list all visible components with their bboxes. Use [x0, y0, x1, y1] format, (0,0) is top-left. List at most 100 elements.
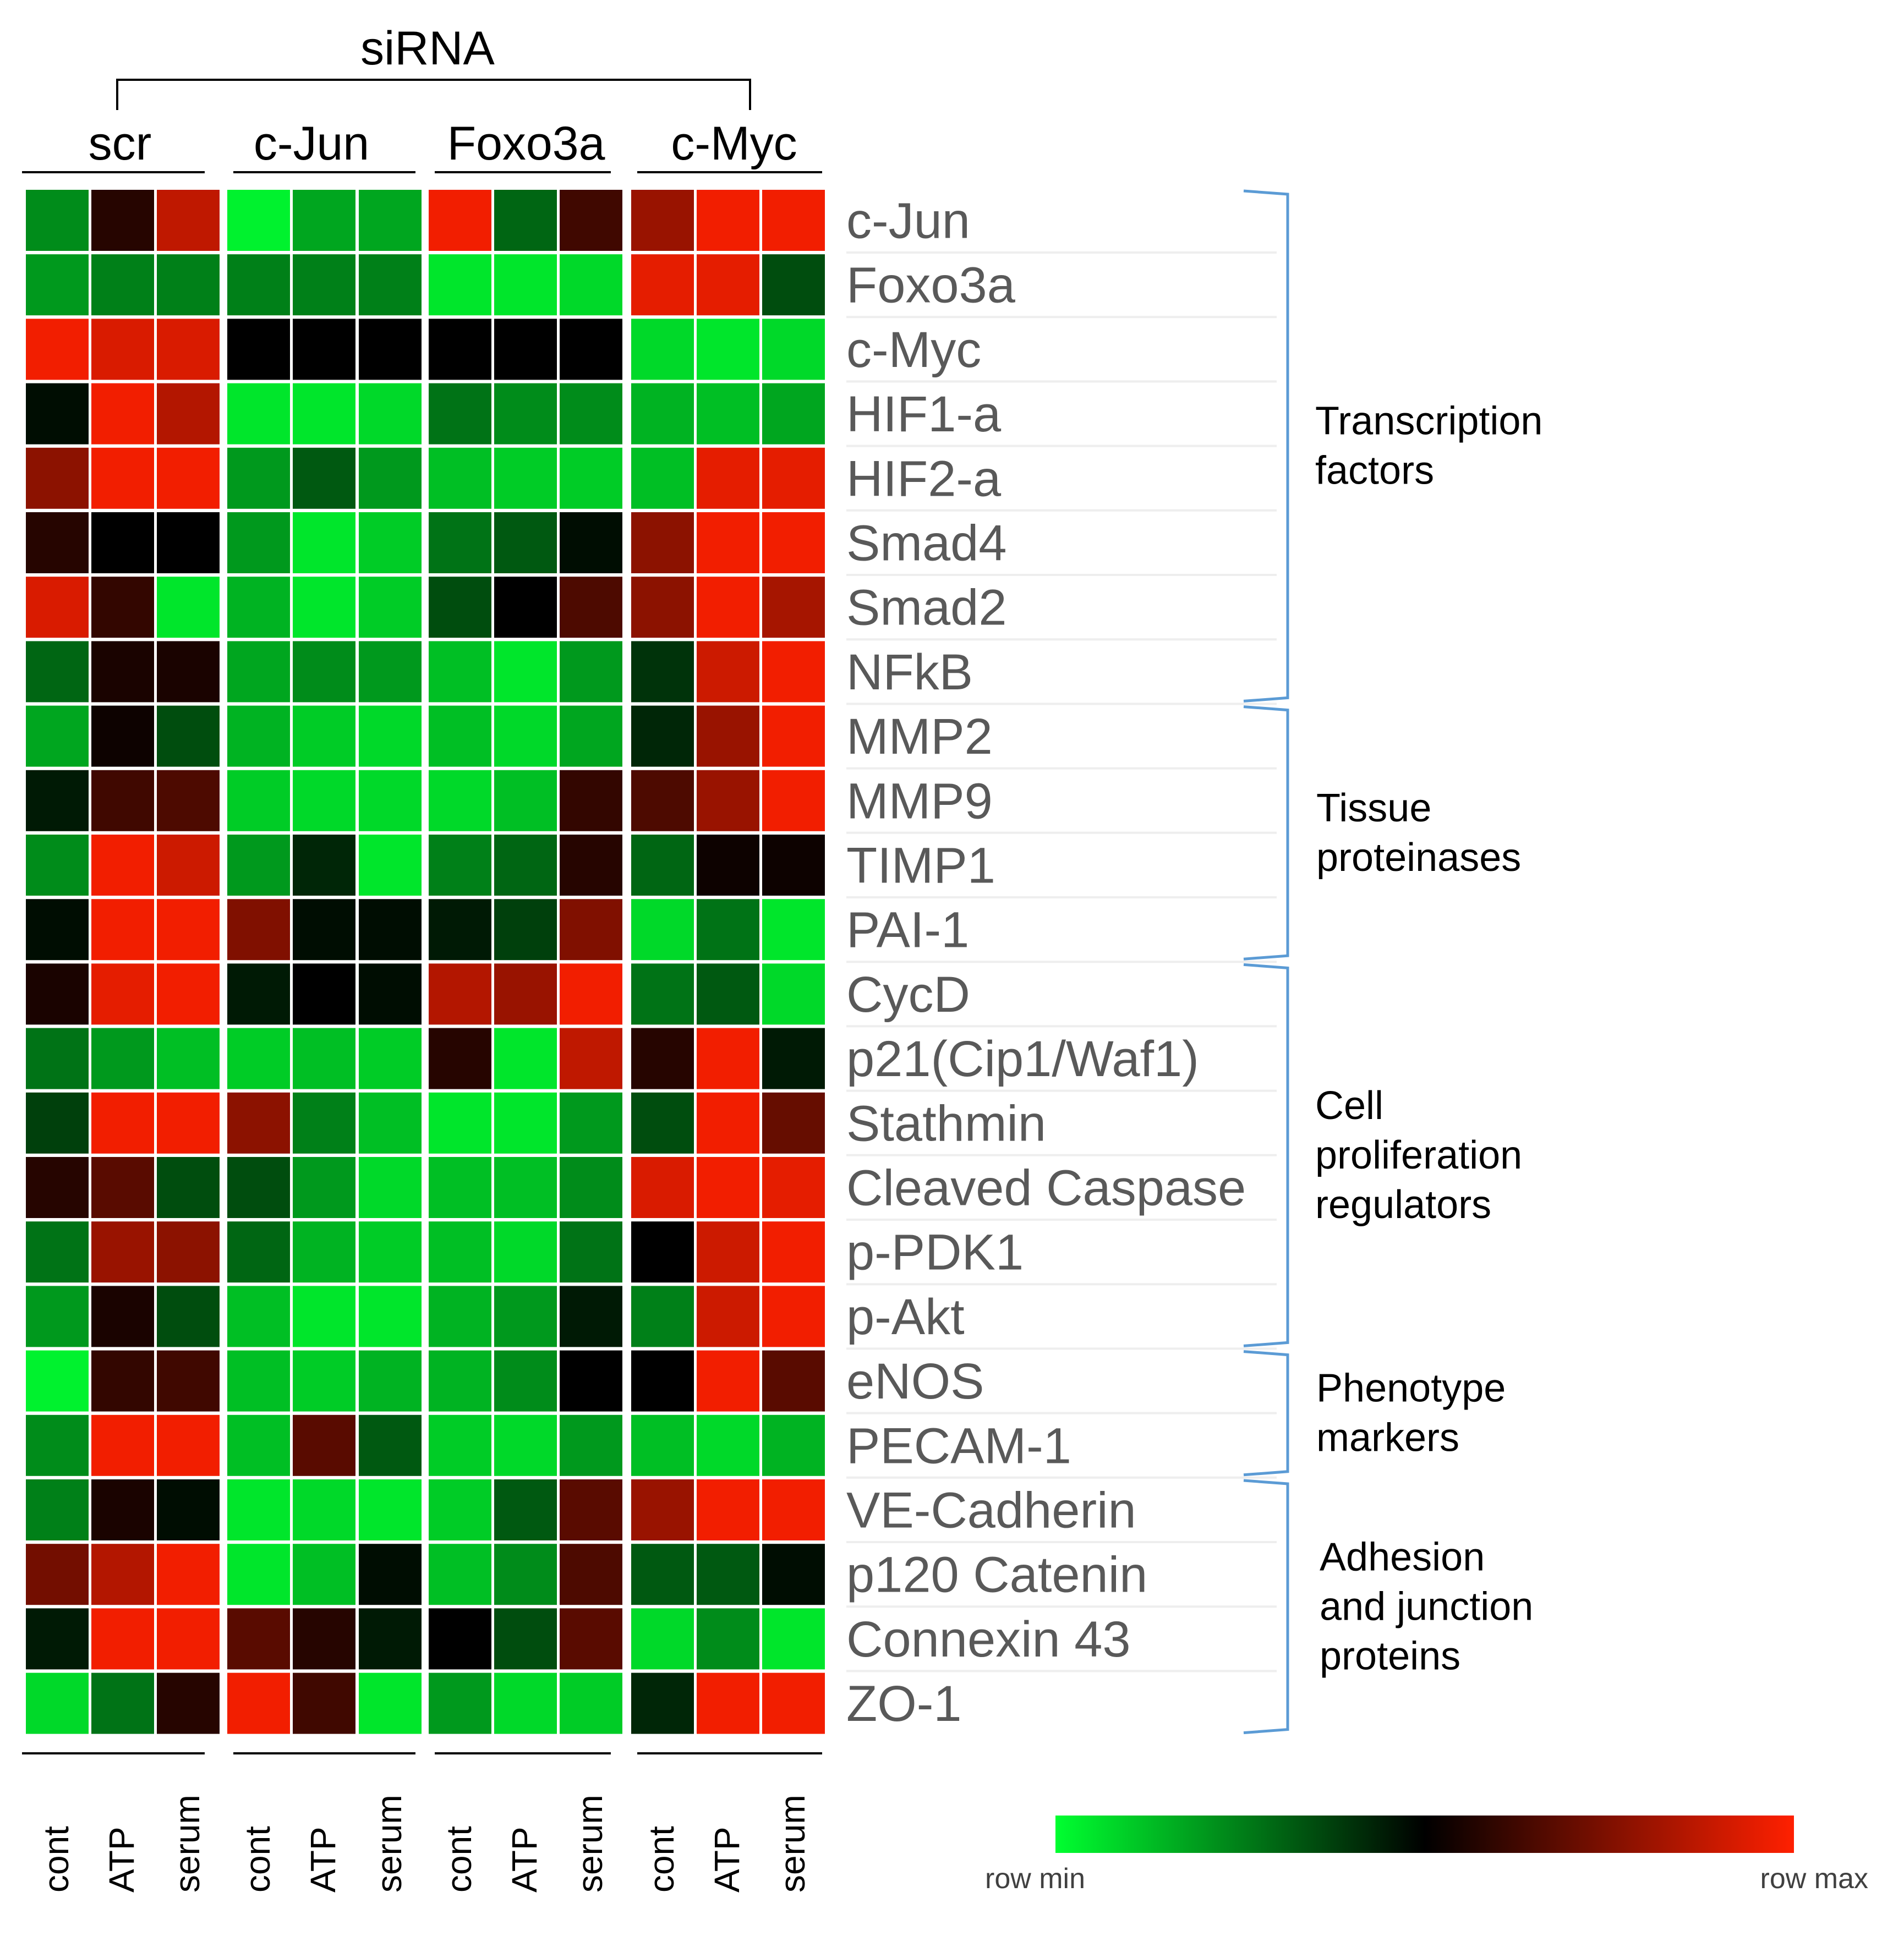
heatmap-cell-23-8: [560, 1672, 622, 1734]
column-label-9: cont: [642, 1826, 681, 1893]
heatmap-cell-8-0: [26, 705, 89, 767]
heatmap-cell-18-5: [359, 1350, 422, 1412]
heatmap-cell-17-1: [91, 1286, 154, 1347]
heatmap-cell-5-7: [494, 512, 557, 573]
heatmap-cell-7-3: [227, 641, 290, 703]
color-scale-max-label: row max: [1760, 1863, 1868, 1895]
heatmap-cell-10-5: [359, 835, 422, 896]
heatmap-cell-17-11: [762, 1286, 825, 1347]
category-label-1-0: Tissue: [1316, 786, 1431, 830]
heatmap-cell-13-7: [494, 1028, 557, 1089]
heatmap-cell-23-10: [697, 1672, 759, 1734]
heatmap-cell-4-7: [494, 447, 557, 509]
heatmap-cell-14-6: [429, 1092, 491, 1154]
heatmap-cell-14-4: [293, 1092, 355, 1154]
heatmap-cell-5-5: [359, 512, 422, 573]
heatmap-cell-11-8: [560, 899, 622, 961]
heatmap-cell-15-6: [429, 1157, 491, 1218]
heatmap-cell-14-0: [26, 1092, 89, 1154]
row-label-0: c-Jun: [846, 193, 970, 249]
heatmap-cell-17-4: [293, 1286, 355, 1347]
heatmap-cell-3-4: [293, 383, 355, 445]
category-bracket-4: [1243, 1479, 1289, 1735]
category-bracket-1: [1243, 705, 1289, 961]
group-label-3: c-Myc: [671, 117, 797, 170]
heatmap-cell-21-0: [26, 1544, 89, 1605]
heatmap-cell-21-1: [91, 1544, 154, 1605]
row-label-5: Smad4: [846, 515, 1007, 572]
heatmap-cell-9-2: [157, 770, 220, 831]
heatmap-cell-11-3: [227, 899, 290, 961]
heatmap-cell-22-4: [293, 1608, 355, 1670]
heatmap-cell-9-10: [697, 770, 759, 831]
heatmap-cell-3-2: [157, 383, 220, 445]
group-labels: scr c-Jun Foxo3a c-Myc: [22, 117, 822, 173]
row-label-8: MMP2: [846, 709, 993, 765]
heatmap-cell-7-2: [157, 641, 220, 703]
heatmap-cell-22-1: [91, 1608, 154, 1670]
heatmap-cell-3-9: [631, 383, 694, 445]
heatmap-cell-1-7: [494, 254, 557, 316]
heatmap-cell-1-11: [762, 254, 825, 316]
heatmap-cell-13-6: [429, 1028, 491, 1089]
heatmap-cell-19-3: [227, 1414, 290, 1476]
heatmap-cell-9-8: [560, 770, 622, 831]
heatmap-cell-10-0: [26, 835, 89, 896]
category-label-4-1: and junction: [1320, 1584, 1533, 1628]
column-label-2: serum: [167, 1795, 207, 1893]
heatmap-cell-17-2: [157, 1286, 220, 1347]
heatmap-cell-9-0: [26, 770, 89, 831]
heatmap-cell-16-5: [359, 1221, 422, 1283]
heatmap-cell-7-6: [429, 641, 491, 703]
heatmap-cell-2-7: [494, 319, 557, 380]
heatmap-cell-15-11: [762, 1157, 825, 1218]
heatmap-cell-13-9: [631, 1028, 694, 1089]
column-label-8: serum: [570, 1795, 610, 1893]
heatmap-cell-22-2: [157, 1608, 220, 1670]
category-label-0-0: Transcription: [1315, 399, 1542, 443]
heatmap-cell-16-3: [227, 1221, 290, 1283]
heatmap-cell-7-8: [560, 641, 622, 703]
heatmap-cell-0-1: [91, 190, 154, 251]
heatmap-cell-6-5: [359, 577, 422, 638]
heatmap-cell-3-1: [91, 383, 154, 445]
heatmap-cell-18-10: [697, 1350, 759, 1412]
heatmap-cell-8-2: [157, 705, 220, 767]
heatmap-cell-14-8: [560, 1092, 622, 1154]
heatmap-cell-8-7: [494, 705, 557, 767]
heatmap-cell-4-0: [26, 447, 89, 509]
heatmap-cell-8-8: [560, 705, 622, 767]
heatmap-cell-13-3: [227, 1028, 290, 1089]
heatmap-cell-18-6: [429, 1350, 491, 1412]
heatmap-cell-9-7: [494, 770, 557, 831]
heatmap-cell-9-6: [429, 770, 491, 831]
row-label-2: c-Myc: [846, 322, 981, 378]
row-label-11: PAI-1: [846, 902, 969, 958]
heatmap-cell-7-1: [91, 641, 154, 703]
heatmap-cell-19-7: [494, 1414, 557, 1476]
heatmap-cell-4-4: [293, 447, 355, 509]
heatmap-cell-19-9: [631, 1414, 694, 1476]
heatmap-cell-20-10: [697, 1479, 759, 1540]
heatmap-cell-19-5: [359, 1414, 422, 1476]
heatmap-cell-17-7: [494, 1286, 557, 1347]
heatmap-cell-14-10: [697, 1092, 759, 1154]
heatmap-cell-15-1: [91, 1157, 154, 1218]
heatmap-cell-13-11: [762, 1028, 825, 1089]
heatmap-cell-4-2: [157, 447, 220, 509]
row-label-4: HIF2-a: [846, 451, 1002, 507]
heatmap-cell-0-10: [697, 190, 759, 251]
heatmap-cell-15-9: [631, 1157, 694, 1218]
heatmap-cell-7-11: [762, 641, 825, 703]
heatmap-cell-13-4: [293, 1028, 355, 1089]
heatmap-cell-21-3: [227, 1544, 290, 1605]
heatmap-cell-14-9: [631, 1092, 694, 1154]
heatmap-cell-23-2: [157, 1672, 220, 1734]
heatmap-cell-4-1: [91, 447, 154, 509]
heatmap-cell-23-9: [631, 1672, 694, 1734]
heatmap-cell-1-6: [429, 254, 491, 316]
heatmap-cell-18-7: [494, 1350, 557, 1412]
heatmap-cell-8-3: [227, 705, 290, 767]
heatmap-cell-6-3: [227, 577, 290, 638]
heatmap-cell-15-4: [293, 1157, 355, 1218]
